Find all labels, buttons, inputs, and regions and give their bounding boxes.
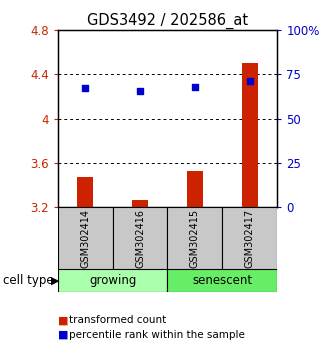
Text: GSM302415: GSM302415: [190, 209, 200, 268]
Bar: [168, 269, 277, 292]
Bar: [168, 207, 222, 269]
Text: growing: growing: [89, 274, 136, 287]
Point: [247, 78, 252, 84]
Text: GSM302414: GSM302414: [80, 209, 90, 268]
Point: [192, 84, 198, 89]
Text: percentile rank within the sample: percentile rank within the sample: [69, 330, 245, 339]
Title: GDS3492 / 202586_at: GDS3492 / 202586_at: [87, 12, 248, 29]
Text: GSM302416: GSM302416: [135, 209, 145, 268]
Bar: [77, 177, 93, 207]
Point: [82, 85, 88, 90]
Text: ■: ■: [58, 330, 68, 339]
Bar: [187, 171, 203, 207]
Bar: [113, 207, 168, 269]
Bar: [132, 200, 148, 207]
Bar: [58, 269, 168, 292]
Bar: [242, 63, 258, 207]
Text: senescent: senescent: [192, 274, 252, 287]
Text: ■: ■: [58, 315, 68, 325]
Bar: [222, 207, 277, 269]
Text: cell type: cell type: [3, 274, 54, 287]
Bar: [58, 207, 113, 269]
Text: ▶: ▶: [51, 275, 60, 286]
Text: GSM302417: GSM302417: [245, 209, 255, 268]
Text: transformed count: transformed count: [69, 315, 167, 325]
Point: [137, 88, 143, 94]
